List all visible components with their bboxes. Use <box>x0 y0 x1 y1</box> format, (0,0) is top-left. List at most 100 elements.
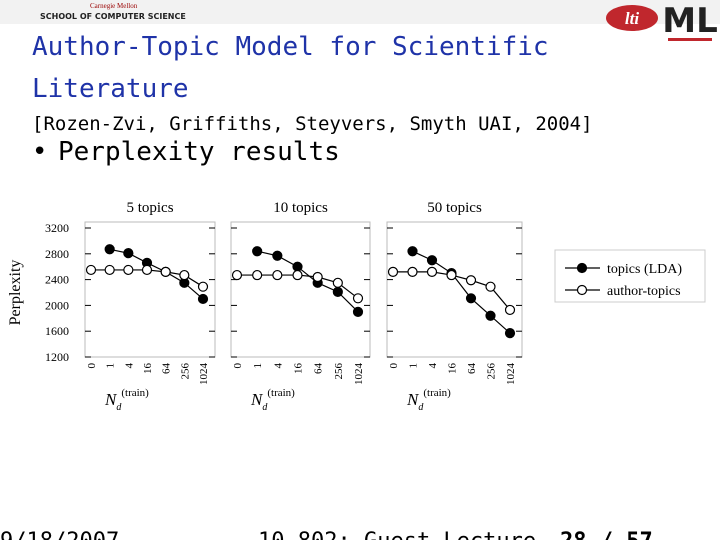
x-axis-label-main: N <box>406 390 420 409</box>
x-tick-label: 16 <box>293 363 305 375</box>
data-point <box>252 269 263 281</box>
data-point <box>160 266 171 277</box>
y-tick-label: 2400 <box>45 273 69 287</box>
lti-logo <box>606 5 658 31</box>
x-tick-label: 16 <box>142 363 154 375</box>
panel-frame <box>84 221 216 358</box>
x-tick-label: 256 <box>179 363 191 380</box>
data-point <box>407 266 418 277</box>
data-point <box>426 255 438 266</box>
x-axis-label: Nd (train) <box>104 387 149 413</box>
series-line <box>257 250 359 313</box>
data-point <box>231 269 243 281</box>
data-point <box>407 246 418 257</box>
data-point <box>141 264 153 276</box>
university-name: Carnegie Mellon <box>90 2 138 10</box>
x-tick-label: 0 <box>388 363 400 369</box>
y-tick-label: 2800 <box>45 247 69 261</box>
x-tick-label: 16 <box>447 363 459 375</box>
data-point <box>104 264 115 276</box>
ml-logo-bar <box>668 38 712 41</box>
data-point <box>504 328 516 339</box>
data-point <box>179 269 190 281</box>
panel-title: 5 topics <box>126 200 173 216</box>
footer-page: 28 / 57 <box>560 529 653 540</box>
x-axis-label-sub: d <box>418 402 424 413</box>
school-name: SCHOOL OF COMPUTER SCIENCE <box>40 12 186 21</box>
data-point <box>387 266 399 277</box>
x-tick-label: 1 <box>408 363 420 369</box>
x-tick-label: 4 <box>427 363 439 369</box>
data-point <box>123 264 134 276</box>
x-axis-label-sup: (train) <box>423 387 451 399</box>
header-band <box>0 0 720 24</box>
panel-title: 10 topics <box>273 200 328 216</box>
x-axis-label-sub: d <box>262 402 268 413</box>
x-axis-label-sup: (train) <box>121 387 149 399</box>
data-point <box>292 261 303 272</box>
x-tick-label: 256 <box>333 363 345 380</box>
bullet-mark: • <box>32 137 47 167</box>
panel-title: 50 topics <box>427 200 482 216</box>
panel-frame <box>386 221 523 358</box>
x-axis-label-sub: d <box>116 402 122 413</box>
data-point <box>332 286 343 297</box>
x-tick-label: 64 <box>161 363 173 375</box>
x-tick-label: 64 <box>313 363 325 375</box>
x-tick-label: 1024 <box>353 363 365 386</box>
data-point <box>446 269 457 281</box>
x-tick-label: 0 <box>232 363 244 369</box>
footer-course: 10-802: Guest Lecture <box>258 529 536 540</box>
x-axis-label: Nd (train) <box>250 387 295 413</box>
x-axis-label: Nd (train) <box>406 387 451 413</box>
x-tick-label: 4 <box>123 363 135 369</box>
lti-logo-text: lti <box>625 9 639 28</box>
ml-logo-text: ML <box>662 1 718 41</box>
data-point <box>352 306 364 317</box>
data-point <box>312 271 323 283</box>
data-point <box>272 269 283 281</box>
panel-frame <box>230 221 371 358</box>
y-tick-label: 1200 <box>45 350 69 364</box>
data-point <box>85 264 97 276</box>
slide-title: Author-Topic Model for Scientific <box>32 32 549 62</box>
data-point <box>465 293 477 304</box>
data-point <box>485 310 496 321</box>
x-tick-label: 4 <box>272 363 284 369</box>
x-tick-label: 0 <box>86 363 98 369</box>
x-tick-label: 1024 <box>505 363 517 386</box>
data-point <box>352 293 364 304</box>
data-point <box>104 244 115 255</box>
x-axis-label-main: N <box>104 390 118 409</box>
y-tick-label: 2000 <box>45 298 69 312</box>
x-tick-label: 1024 <box>198 363 210 386</box>
citation: [Rozen-Zvi, Griffiths, Steyvers, Smyth U… <box>32 113 593 135</box>
x-tick-label: 1 <box>252 363 264 369</box>
data-point <box>485 281 496 292</box>
y-axis-label: Perplexity <box>7 260 24 326</box>
legend-label: topics (LDA) <box>607 262 682 277</box>
legend-marker <box>576 262 588 274</box>
data-point <box>123 248 134 259</box>
legend-label: author-topics <box>607 284 681 299</box>
data-point <box>252 246 263 257</box>
data-point <box>465 275 477 286</box>
x-tick-label: 64 <box>466 363 478 375</box>
data-point <box>272 250 283 261</box>
legend-marker <box>576 284 588 296</box>
y-tick-label: 3200 <box>45 221 69 235</box>
data-point <box>426 266 438 277</box>
data-point <box>504 304 516 316</box>
x-tick-label: 1 <box>105 363 117 369</box>
x-axis-label-main: N <box>250 390 264 409</box>
data-point <box>197 293 209 305</box>
x-axis-label-sup: (train) <box>267 387 295 399</box>
footer-date: 9/18/2007 <box>0 529 119 540</box>
y-tick-label: 1600 <box>45 324 69 338</box>
bullet-text: Perplexity results <box>58 137 340 167</box>
x-tick-label: 256 <box>486 363 498 380</box>
data-point <box>292 269 303 281</box>
